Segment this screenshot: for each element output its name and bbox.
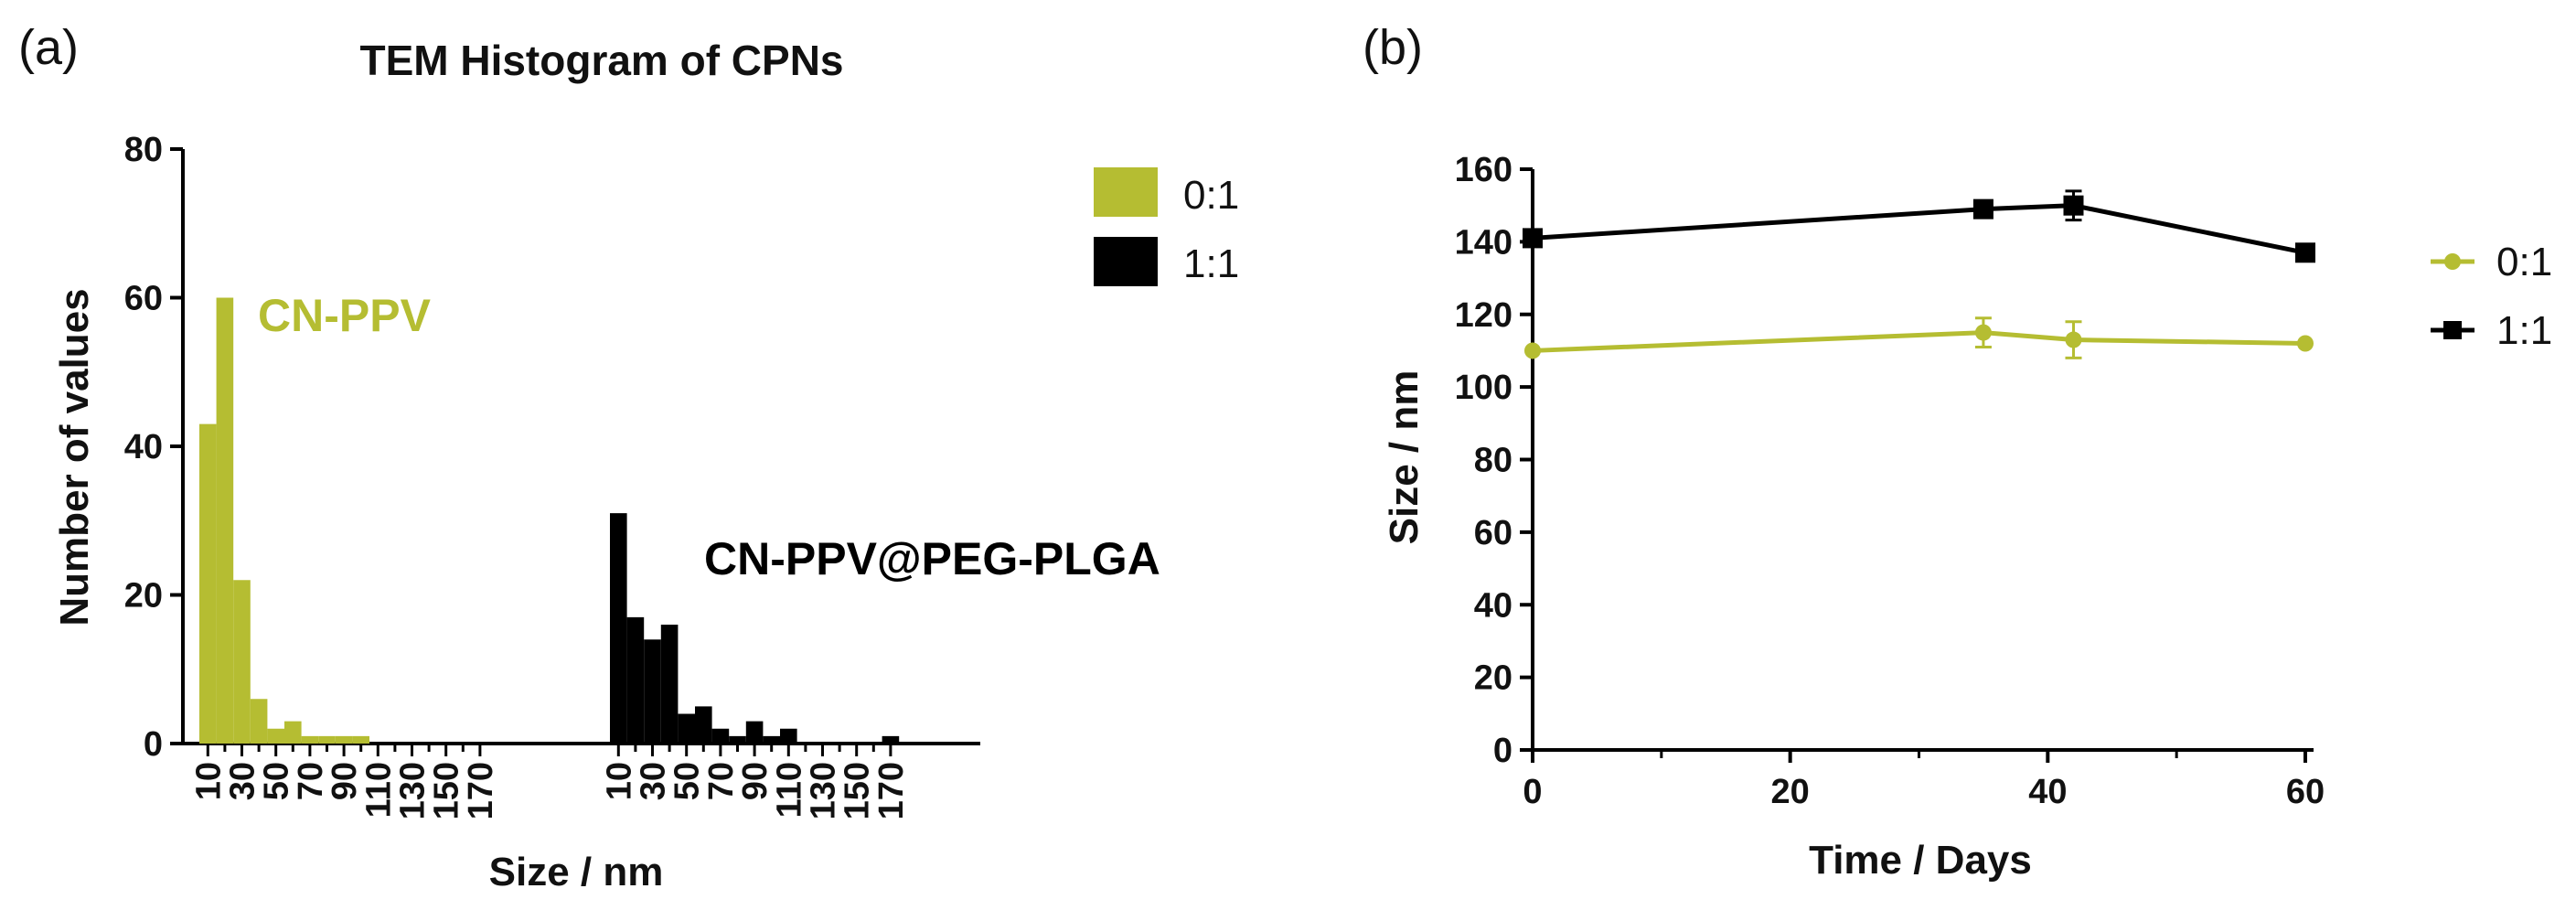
histogram-x-tick-label: 170: [462, 762, 500, 819]
panel-b-label: (b): [1363, 20, 1423, 75]
histogram-y-tick-label: 20: [124, 577, 163, 616]
histogram-bar: [335, 735, 353, 744]
histogram-bar: [695, 706, 712, 744]
line-x-axis-label: Time / Days: [1809, 838, 2032, 883]
histogram-x-tick-label: 90: [736, 762, 775, 800]
line-y-tick-label: 140: [1455, 223, 1512, 262]
line-y-tick-label: 100: [1455, 369, 1512, 407]
histogram-x-tick-label: 10: [600, 762, 638, 800]
legend-swatch-1-1: [1094, 237, 1158, 286]
line-y-tick-label: 20: [1474, 659, 1512, 698]
line-legend: 0:1 1:1: [2431, 240, 2552, 353]
line-x-tick-label: 40: [2028, 773, 2067, 811]
histogram-bar: [711, 728, 730, 744]
histogram-bar: [610, 513, 627, 744]
line-y-tick-label: 40: [1474, 586, 1512, 625]
annotation-cn-ppv: CN-PPV: [258, 290, 432, 341]
histogram-bar: [763, 735, 780, 744]
line-x-tick-label: 60: [2286, 773, 2325, 811]
histogram-bars: [199, 297, 900, 744]
histogram-bar: [745, 721, 764, 744]
histogram-bar: [644, 639, 661, 744]
legend-label-1-1: 1:1: [1183, 241, 1239, 286]
legend-marker-1-1: [2443, 321, 2462, 339]
line-y-ticks: 0 20 40 60 80 100 120 140 160: [1455, 151, 1533, 770]
histogram-x-tick-label: 70: [292, 762, 330, 800]
histogram-x-tick-label: 130: [394, 762, 433, 819]
histogram-bar: [250, 699, 268, 744]
histogram-title: TEM Histogram of CPNs: [359, 37, 843, 84]
series-line: [1532, 330, 2306, 353]
histogram-x-tick-label: 10: [189, 762, 228, 800]
legend-series-0-1: 0:1: [2496, 240, 2552, 284]
histogram-bar: [267, 728, 284, 744]
line-series: [1523, 189, 2315, 359]
series-line: [1532, 203, 2306, 255]
line-x-tick-label: 20: [1771, 773, 1810, 811]
data-point: [1972, 198, 1993, 219]
line-chart-panel: (b) Size / nm Time / Days 0 20 40 60 80 100 12…: [1363, 20, 2552, 883]
line-x-tick-label: 0: [1523, 773, 1542, 811]
data-point: [2297, 335, 2314, 352]
histogram-x-axis-label: Size / nm: [489, 850, 664, 894]
line-y-tick-label: 160: [1455, 151, 1512, 189]
legend-marker-0-1: [2444, 253, 2461, 270]
histogram-x-tick-label: 110: [359, 762, 398, 818]
histogram-bar: [216, 297, 234, 744]
histogram-y-ticks: 0 20 40 60 80: [124, 131, 183, 764]
histogram-bar: [729, 735, 746, 744]
histogram-x-tick-label: 50: [258, 762, 296, 800]
line-y-tick-label: 120: [1455, 296, 1512, 335]
line-y-axis-label: Size / nm: [1382, 370, 1427, 545]
histogram-y-tick-label: 0: [144, 725, 163, 764]
histogram-bar: [626, 616, 645, 744]
panel-a-label: (a): [18, 20, 79, 75]
histogram-x-tick-label: 50: [668, 762, 707, 800]
histogram-x-tick-label: 130: [805, 762, 843, 819]
histogram-bar: [678, 713, 695, 744]
histogram-x-tick-label: 30: [635, 762, 673, 800]
annotation-cn-ppv-peg-plga: CN-PPV@PEG-PLGA: [704, 533, 1160, 584]
histogram-y-tick-label: 80: [124, 131, 163, 169]
histogram-x-tick-label: 170: [872, 762, 911, 819]
legend-label-0-1: 0:1: [1183, 173, 1239, 218]
histogram-panel: (a) TEM Histogram of CPNs Number of valu…: [18, 20, 1239, 894]
legend-swatch-0-1: [1094, 167, 1158, 217]
histogram-bar: [318, 735, 336, 744]
line-y-tick-label: 80: [1474, 442, 1512, 480]
histogram-bar: [301, 735, 319, 744]
histogram-y-tick-label: 60: [124, 280, 163, 318]
data-point: [1523, 228, 1543, 249]
histogram-bar: [660, 625, 679, 744]
data-point: [1974, 324, 1992, 341]
histogram-x-tick-label: 110: [770, 762, 808, 818]
histogram-x-tick-label: 150: [428, 762, 466, 819]
line-y-tick-label: 60: [1474, 514, 1512, 552]
histogram-bar: [780, 728, 797, 744]
histogram-x-tick-label: 90: [326, 762, 364, 800]
histogram-bar: [233, 580, 251, 744]
histogram-bar: [199, 423, 217, 744]
data-point: [2295, 242, 2315, 263]
histogram-x-tick-label: 70: [702, 762, 741, 800]
data-point: [2065, 331, 2082, 348]
data-point: [1524, 342, 1541, 359]
histogram-x-tick-label: 150: [839, 762, 877, 819]
histogram-y-axis-label: Number of values: [52, 288, 97, 626]
legend-series-1-1: 1:1: [2496, 308, 2552, 353]
data-point: [2063, 195, 2084, 216]
histogram-legend: 0:1 1:1: [1094, 167, 1239, 286]
histogram-bar: [352, 735, 369, 744]
histogram-bar: [284, 721, 302, 744]
histogram-y-tick-label: 40: [124, 428, 163, 466]
histogram-x-tick-label: 30: [224, 762, 262, 800]
line-x-ticks: 0 20 40 60: [1523, 750, 2325, 811]
line-y-tick-label: 0: [1493, 732, 1512, 770]
histogram-bar: [882, 735, 900, 744]
